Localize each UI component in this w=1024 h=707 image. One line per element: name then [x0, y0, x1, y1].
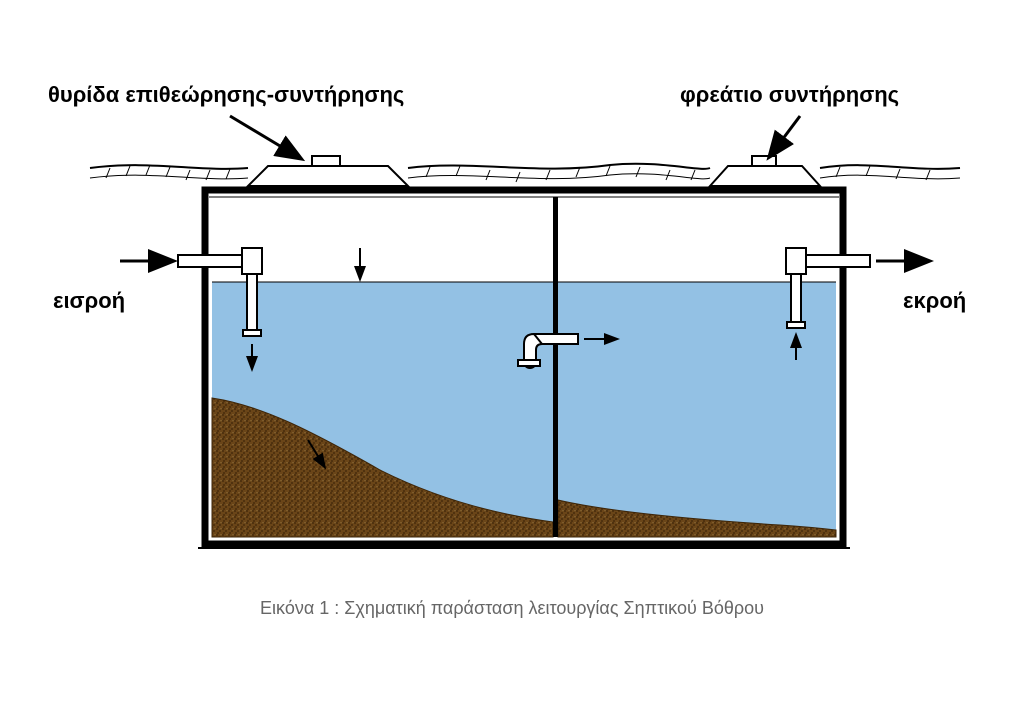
ground-surface	[90, 164, 960, 182]
arrow-maintenance	[770, 116, 800, 156]
maintenance-shaft	[710, 156, 820, 186]
tank-divider	[553, 197, 558, 537]
arrow-inspection	[230, 116, 300, 158]
inspection-hatch	[248, 156, 408, 186]
diagram-svg	[0, 0, 1024, 707]
diagram-canvas: θυρίδα επιθεώρησης-συντήρησης φρεάτιο συ…	[0, 0, 1024, 707]
